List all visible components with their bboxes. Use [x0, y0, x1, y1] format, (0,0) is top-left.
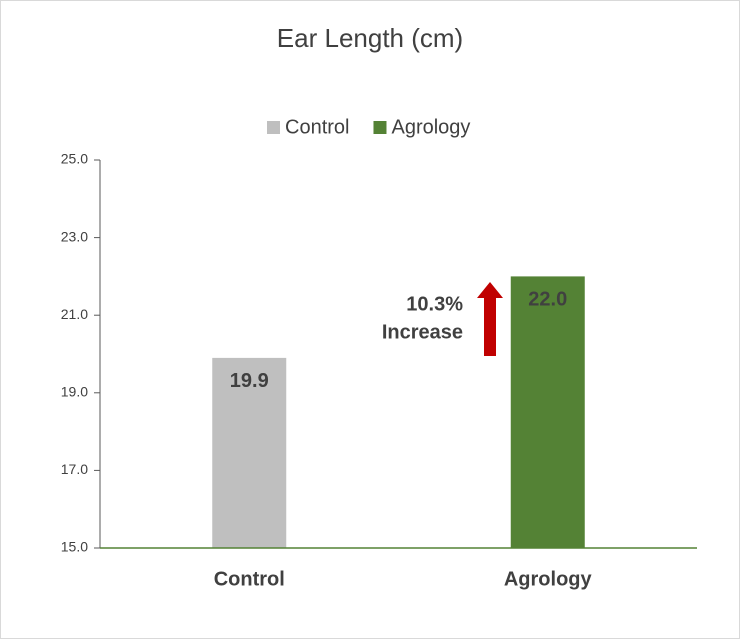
value-label: 19.9 — [230, 370, 269, 392]
legend-swatch — [373, 121, 387, 134]
x-tick-label: Control — [214, 568, 285, 590]
y-tick-label: 15.0 — [61, 539, 88, 555]
y-tick-label: 23.0 — [61, 228, 88, 244]
y-tick-label: 19.0 — [61, 384, 88, 400]
value-label: 22.0 — [528, 289, 567, 311]
legend-label: Control — [285, 116, 349, 138]
chart-title: Ear Length (cm) — [277, 23, 463, 53]
x-tick-label: Agrology — [504, 568, 593, 590]
y-tick-label: 21.0 — [61, 306, 88, 322]
increase-arrow — [477, 282, 503, 356]
y-tick-label: 17.0 — [61, 461, 88, 477]
annotation: 10.3% — [406, 293, 463, 315]
legend-label: Agrology — [391, 116, 470, 138]
bar — [212, 357, 287, 548]
bar — [510, 276, 585, 548]
annotation: Increase — [382, 321, 463, 343]
legend-swatch — [267, 121, 280, 134]
y-tick-label: 25.0 — [61, 151, 88, 167]
